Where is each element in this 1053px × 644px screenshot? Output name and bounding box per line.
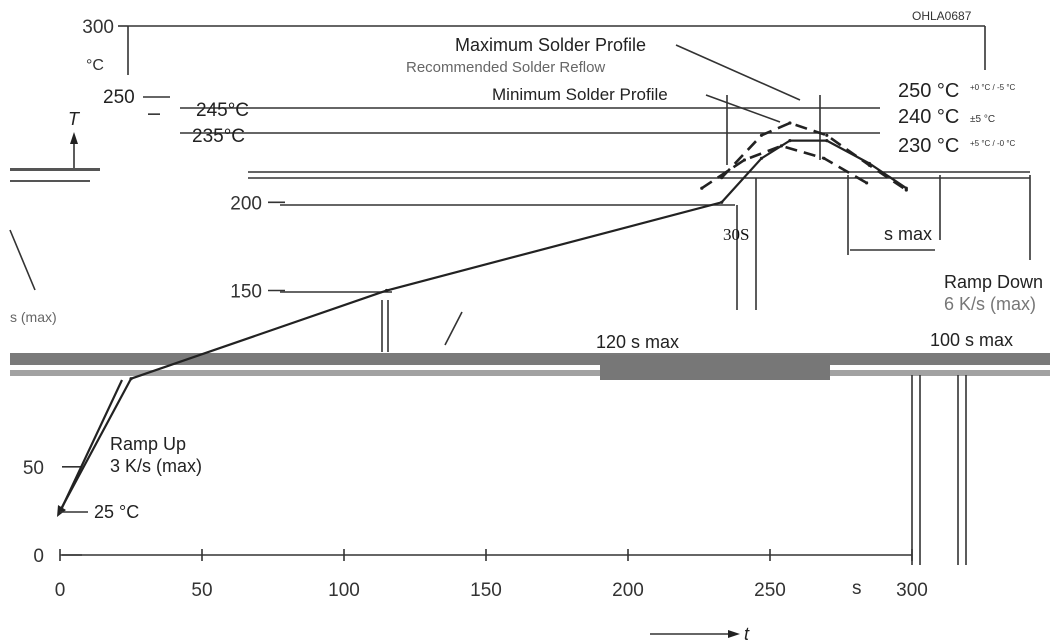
series-0-point — [788, 121, 792, 125]
label-30s: 30S — [723, 225, 749, 244]
peak-max-tolerance: +0 °C / -5 °C — [970, 83, 1016, 92]
label-pointers — [675, 44, 801, 123]
series-1-point — [867, 161, 872, 166]
peak-rec-label: 240 °C — [898, 106, 959, 128]
ramp-down-label: Ramp Down — [944, 272, 1043, 292]
series-2-point — [700, 186, 704, 190]
series-0-point — [825, 133, 829, 137]
y-tick-label-5: 300 — [82, 17, 114, 38]
level-235-label: 235°C — [192, 126, 245, 147]
x-axis-label: t — [744, 624, 750, 644]
y-ticks: 0 50 150 200 250 300 — [23, 17, 285, 567]
peak-min-tolerance: +5 °C / -0 °C — [970, 139, 1016, 148]
y-tick-label-2: 150 — [230, 282, 262, 303]
x-tick-label-6: 300 — [896, 580, 928, 601]
x-tick-label-4: 200 — [612, 580, 644, 601]
series-1-point — [720, 200, 724, 204]
series-group — [58, 121, 908, 513]
figure-code: OHLA0687 — [912, 9, 972, 23]
peak-max-label: 250 °C — [898, 80, 959, 102]
y-tick-label-1: 50 — [23, 458, 44, 479]
leader-lines — [9, 95, 1031, 565]
ramp-up-rate: 3 K/s (max) — [110, 456, 202, 476]
x-tick-label-5: 250 — [754, 580, 786, 601]
series-1-point — [825, 139, 829, 143]
series-2-point — [742, 158, 747, 162]
series-1-point — [788, 139, 792, 143]
y-tick-label-0: 0 — [33, 546, 44, 567]
series-label-rec: Recommended Solder Reflow — [406, 59, 605, 76]
series-1-point — [759, 156, 764, 160]
series-label-min: Minimum Solder Profile — [492, 85, 668, 104]
x-axis-arrow — [650, 630, 740, 638]
scan-artifact-band — [10, 168, 1050, 380]
series-2-point — [865, 181, 869, 185]
x-tick-label-2: 100 — [328, 580, 360, 601]
y-axis-arrow-label: T — [68, 109, 81, 129]
y-axis-arrow — [70, 132, 78, 170]
series-2-point — [822, 156, 826, 160]
series-1-point — [129, 377, 133, 381]
peak-min-label: 230 °C — [898, 135, 959, 157]
x-tick-label-1: 50 — [191, 580, 212, 601]
level-245-label: 245°C — [196, 100, 249, 121]
peak-rec-tolerance: ±5 °C — [970, 114, 995, 125]
label-ramp-left: s (max) — [10, 309, 57, 325]
level-250-label: 250 — [103, 87, 135, 108]
series-1-point — [904, 186, 908, 190]
start-temp-label: 25 °C — [94, 502, 139, 522]
label-120s-max: 120 s max — [596, 332, 679, 352]
series-label-max: Maximum Solder Profile — [455, 35, 646, 55]
y-unit-label: °C — [86, 57, 104, 74]
y-tick-label-3: 200 — [230, 193, 262, 214]
x-ticks: 0 50 100 150 200 250 300 — [55, 549, 928, 601]
ramp-up-label: Ramp Up — [110, 434, 186, 454]
ramp-down-rate: 6 K/s (max) — [944, 294, 1036, 314]
series-2-point — [779, 144, 784, 148]
x-unit-label: s — [852, 578, 862, 599]
series-line-0 — [720, 121, 908, 192]
series-0-point — [759, 133, 764, 137]
series-1-point — [385, 288, 389, 293]
label-s-max: s max — [884, 224, 932, 244]
x-tick-label-3: 150 — [470, 580, 502, 601]
label-100s-max: 100 s max — [930, 330, 1013, 350]
x-tick-label-0: 0 — [55, 580, 66, 601]
